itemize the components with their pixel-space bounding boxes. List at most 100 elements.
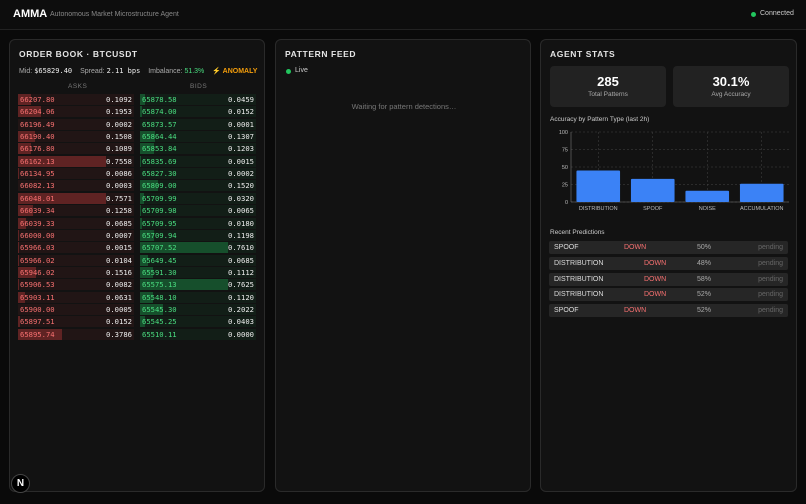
price: 66082.13 — [20, 181, 55, 191]
bid-row: 65545.30 0.2022 — [140, 303, 256, 315]
price: 66196.49 — [20, 119, 55, 129]
app-title: AMMA — [13, 8, 48, 20]
ask-row: 66000.00 0.0007 — [18, 229, 134, 241]
depth-bar — [18, 168, 19, 180]
size: 0.0459 — [228, 95, 254, 104]
depth-bar — [18, 266, 36, 278]
price: 65709.99 — [142, 193, 177, 203]
ask-row: 66039.34 0.1258 — [18, 205, 134, 217]
bid-row: 65545.25 0.0403 — [140, 316, 256, 328]
depth-bar — [18, 106, 41, 118]
size: 0.1198 — [228, 230, 254, 240]
depth-bar — [18, 328, 62, 340]
size: 0.7610 — [228, 243, 254, 253]
panel-title: ORDER BOOK · BTCUSDT — [19, 49, 138, 59]
prediction-row: SPOOF DOWN 52% pending — [549, 304, 788, 318]
chart-title: Accuracy by Pattern Type (last 2h) — [550, 116, 650, 123]
direction: DOWN — [644, 275, 667, 283]
dev-badge[interactable]: N — [11, 474, 30, 493]
bid-row: 65878.58 0.0459 — [140, 94, 256, 105]
bid-row: 65709.94 0.1198 — [140, 229, 256, 241]
stat-card: 30.1% Avg Accuracy — [673, 66, 789, 107]
y-tick-label: 100 — [559, 130, 568, 136]
mid-label: Mid: — [19, 68, 33, 75]
price: 66039.33 — [20, 218, 55, 228]
depth-bar — [140, 205, 141, 217]
confidence: 52% — [697, 307, 712, 315]
direction: DOWN — [644, 291, 667, 299]
size: 0.0180 — [228, 218, 254, 228]
size: 0.1258 — [106, 206, 132, 216]
price: 65709.95 — [142, 218, 177, 228]
direction: DOWN — [624, 307, 647, 315]
direction: DOWN — [624, 244, 647, 251]
y-tick-label: 50 — [562, 165, 568, 171]
x-tick-label: NOISE — [699, 206, 716, 212]
size: 0.0152 — [228, 107, 254, 117]
confidence: 50% — [697, 244, 712, 251]
depth-bar — [140, 229, 154, 241]
imbalance-label: Imbalance: — [148, 68, 183, 75]
ask-row: 66196.49 0.0002 — [18, 118, 134, 130]
price: 66176.80 — [20, 144, 55, 154]
imbalance: 51.3% — [184, 68, 205, 75]
book-summary: Mid: $65829.40 Spread: 2.11 bps Imbalanc… — [19, 67, 257, 75]
price: 65709.94 — [142, 230, 177, 240]
live-dot — [286, 69, 291, 74]
price: 66048.01 — [20, 193, 55, 203]
pattern: SPOOF — [554, 307, 579, 315]
depth-bar — [140, 266, 153, 278]
direction: DOWN — [644, 259, 667, 267]
price: 65709.98 — [142, 206, 177, 216]
order-book-panel: ORDER BOOK · BTCUSDT Mid: $65829.40 Spre… — [9, 39, 265, 492]
confidence: 52% — [697, 291, 712, 299]
live-label: Live — [295, 67, 308, 74]
stat-card: 285 Total Patterns — [550, 66, 666, 107]
pattern: DISTRIBUTION — [554, 275, 604, 283]
depth-bar — [140, 291, 153, 303]
price: 65707.52 — [142, 243, 177, 253]
bid-row: 65591.30 0.1112 — [140, 266, 256, 278]
price: 65874.00 — [142, 107, 177, 117]
size: 0.2022 — [228, 304, 254, 314]
predictions-title: Recent Predictions — [550, 229, 605, 236]
ask-row: 66190.40 0.1508 — [18, 131, 134, 143]
depth-bar — [140, 217, 143, 229]
x-tick-label: ACCUMULATION — [740, 206, 784, 212]
size: 0.0104 — [106, 255, 132, 265]
size: 0.1520 — [228, 181, 254, 191]
bar — [630, 178, 675, 202]
confidence: 48% — [697, 259, 712, 267]
y-tick-label: 25 — [562, 183, 568, 189]
status: pending — [758, 244, 783, 251]
size: 0.0003 — [106, 181, 132, 191]
depth-bar — [140, 131, 156, 143]
accuracy-chart: 0 25 50 75 100 DISTRIBUTION SPOOF NOISE ACCUMULA… — [559, 130, 789, 212]
spread-label: Spread: — [80, 68, 105, 75]
ask-row: 66048.01 0.7571 — [18, 192, 134, 204]
stat-value: 30.1% — [712, 74, 750, 89]
ask-row: 65895.74 0.3786 — [18, 328, 134, 340]
bid-row: 65707.52 0.7610 — [140, 242, 256, 254]
x-tick-label: DISTRIBUTION — [579, 206, 618, 212]
ask-row: 66082.13 0.0003 — [18, 180, 134, 192]
status: pending — [758, 291, 783, 299]
pattern: DISTRIBUTION — [554, 291, 604, 299]
depth-bar — [18, 143, 31, 155]
bid-row: 65548.10 0.1120 — [140, 291, 256, 303]
bid-row: 65827.30 0.0002 — [140, 168, 256, 180]
depth-bar — [140, 254, 148, 266]
price: 65946.02 — [20, 267, 55, 277]
depth-bar — [18, 192, 106, 204]
size: 0.0685 — [228, 255, 254, 265]
anomaly-badge[interactable]: ⚡ ANOMALY — [212, 68, 258, 75]
depth-bar — [18, 217, 26, 229]
size: 0.7558 — [106, 156, 132, 166]
price: 65864.44 — [142, 132, 177, 142]
depth-bar — [18, 254, 20, 266]
depth-bar — [18, 94, 31, 105]
depth-bar — [140, 106, 142, 118]
header: AMMA Autonomous Market Microstructure Ag… — [0, 0, 806, 30]
size: 0.0005 — [106, 304, 132, 314]
